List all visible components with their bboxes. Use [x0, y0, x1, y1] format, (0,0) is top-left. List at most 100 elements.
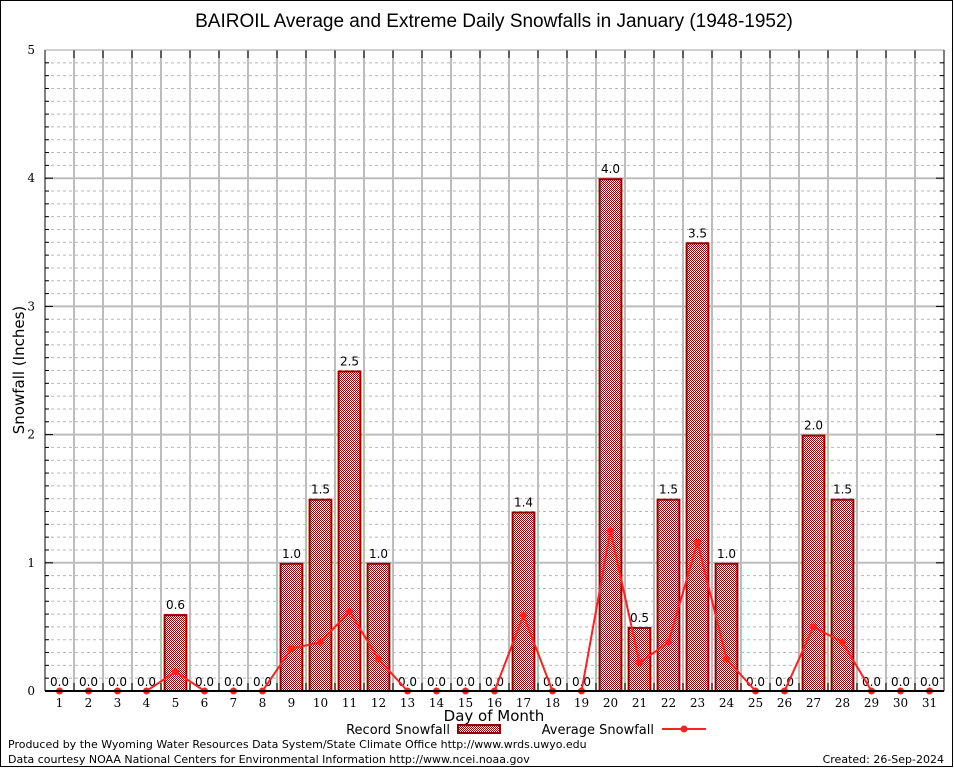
bar-label-day-27: 2.0	[804, 419, 823, 433]
bar-record-day-22	[656, 498, 681, 693]
bar-label-day-5: 0.6	[166, 598, 185, 612]
bar-label-day-25: 0.0	[746, 675, 765, 689]
average-point-day-27	[810, 623, 817, 631]
x-tick-label: 14	[429, 696, 445, 710]
bar-label-day-14: 0.0	[427, 675, 446, 689]
bar-record-day-10	[308, 498, 333, 693]
bar-label-day-7: 0.0	[224, 675, 243, 689]
x-tick-label: 26	[777, 696, 792, 710]
bar-label-day-24: 1.0	[717, 547, 736, 561]
x-tick-label: 7	[230, 696, 238, 710]
bar-record-day-28	[830, 498, 855, 693]
x-tick-label: 17	[516, 696, 531, 710]
x-tick-label: 28	[835, 696, 850, 710]
legend: Record Snowfall Average Snowfall	[346, 723, 706, 738]
grid	[45, 50, 944, 691]
bar-record-day-17	[511, 511, 536, 693]
bar-label-day-16: 0.0	[485, 675, 504, 689]
bar-record-day-23	[685, 242, 710, 693]
bar-record-day-27	[801, 434, 826, 692]
x-tick-labels: 1 2 3 4 5 6 7 8 9 10 11 12 13 14 15 16 17 18 19 20 21 22 23 24 2…	[56, 696, 937, 710]
average-point-day-22	[665, 638, 672, 646]
x-tick-label: 8	[259, 696, 267, 710]
average-point-day-20	[607, 527, 614, 535]
bar-label-day-29: 0.0	[862, 675, 881, 689]
bar-label-day-2: 0.0	[79, 675, 98, 689]
x-tick-label: 16	[487, 696, 502, 710]
x-tick-label: 30	[893, 696, 908, 710]
bar-label-day-3: 0.0	[108, 675, 127, 689]
bar-label-day-19: 0.0	[572, 675, 591, 689]
y-axis-label: Snowfall (Inches)	[10, 306, 28, 434]
legend-swatch-average-marker	[680, 725, 688, 733]
x-tick-label: 21	[632, 696, 647, 710]
chart-title: BAIROIL Average and Extreme Daily Snowfa…	[195, 11, 793, 32]
bar-label-day-6: 0.0	[195, 675, 214, 689]
average-point-day-12	[375, 655, 382, 663]
bar-label-day-11: 2.5	[340, 355, 359, 369]
bar-label-day-17: 1.4	[514, 496, 533, 510]
x-tick-label: 24	[719, 696, 735, 710]
average-line	[56, 527, 933, 695]
axes	[44, 49, 945, 692]
legend-swatch-record	[457, 724, 501, 734]
bar-record-day-9	[279, 562, 304, 692]
bar-label-day-1: 0.0	[50, 675, 69, 689]
average-point-day-10	[317, 638, 324, 646]
bar-label-day-4: 0.0	[137, 675, 156, 689]
x-tick-label: 20	[603, 696, 618, 710]
footer-produced-by: Produced by the Wyoming Water Resources …	[8, 738, 587, 751]
x-tick-label: 27	[806, 696, 821, 710]
x-tick-label: 3	[114, 696, 122, 710]
x-tick-label: 18	[545, 696, 560, 710]
bars	[163, 178, 855, 693]
bar-label-day-21: 0.5	[630, 611, 649, 625]
bar-record-day-11	[337, 370, 362, 692]
bar-label-day-15: 0.0	[456, 675, 475, 689]
bar-label-day-10: 1.5	[311, 483, 330, 497]
x-tick-label: 4	[143, 696, 151, 710]
x-tick-label: 6	[201, 696, 209, 710]
x-tick-label: 31	[922, 696, 937, 710]
x-tick-label: 2	[85, 696, 93, 710]
footer-data-courtesy: Data courtesy NOAA National Centers for …	[8, 753, 530, 766]
bar-label-day-22: 1.5	[659, 483, 678, 497]
x-tick-label: 29	[864, 696, 879, 710]
bar-label-day-9: 1.0	[282, 547, 301, 561]
x-tick-label: 5	[172, 696, 180, 710]
bar-label-day-18: 0.0	[543, 675, 562, 689]
bar-label-day-31: 0.0	[920, 675, 939, 689]
bar-label-day-20: 4.0	[601, 162, 620, 176]
legend-label-record: Record Snowfall	[346, 723, 450, 738]
average-point-day-28	[839, 638, 846, 646]
x-axis-label: Day of Month	[444, 707, 545, 725]
footer-created: Created: 26-Sep-2024	[823, 753, 944, 766]
x-tick-label: 12	[371, 696, 386, 710]
y-tick-label: 4	[27, 171, 35, 185]
bar-label-day-23: 3.5	[688, 226, 707, 240]
bar-record-day-12	[366, 562, 391, 692]
y-tick-label: 2	[27, 428, 35, 442]
bar-record-day-20	[598, 178, 623, 692]
bar-label-day-12: 1.0	[369, 547, 388, 561]
bar-record-day-5	[163, 614, 188, 693]
average-point-day-11	[346, 608, 353, 616]
y-tick-label: 5	[27, 43, 35, 57]
bar-label-day-28: 1.5	[833, 483, 852, 497]
x-tick-label: 1	[56, 696, 64, 710]
y-tick-label: 1	[27, 556, 35, 570]
average-point-day-17	[520, 611, 527, 619]
x-tick-label: 11	[342, 696, 357, 710]
y-tick-labels: 0 1 2 3 4 5	[27, 43, 35, 698]
bar-label-day-13: 0.0	[398, 675, 417, 689]
legend-label-average: Average Snowfall	[542, 723, 654, 738]
bar-label-day-30: 0.0	[891, 675, 910, 689]
x-tick-label: 25	[748, 696, 763, 710]
average-point-day-21	[636, 659, 643, 667]
x-tick-label: 13	[400, 696, 415, 710]
x-tick-label: 10	[313, 696, 328, 710]
average-point-day-23	[694, 538, 701, 546]
x-tick-label: 15	[458, 696, 473, 710]
